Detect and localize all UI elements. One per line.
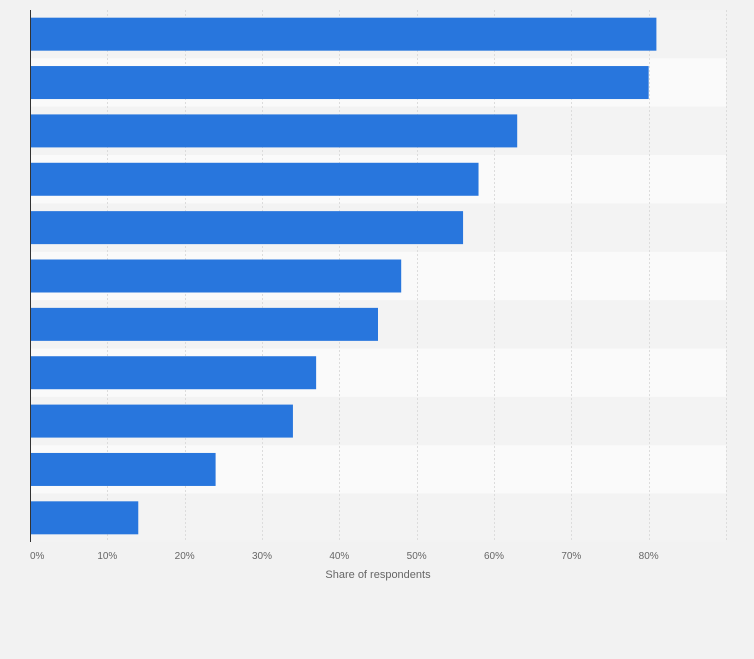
bar-series (30, 17, 657, 535)
x-tick-label: 0% (30, 551, 45, 562)
x-tick-label: 70% (561, 551, 581, 562)
bar[interactable] (30, 307, 378, 341)
x-tick-label: 80% (639, 551, 659, 562)
bar[interactable] (30, 17, 657, 51)
x-tick-label: 50% (407, 551, 427, 562)
bar[interactable] (30, 501, 139, 535)
x-tick-label: 40% (329, 551, 349, 562)
bar[interactable] (30, 404, 293, 438)
x-tick-label: 30% (252, 551, 272, 562)
row-band (30, 493, 726, 542)
bar[interactable] (30, 211, 464, 245)
bar[interactable] (30, 259, 402, 293)
bar[interactable] (30, 452, 216, 486)
x-tick-label: 20% (175, 551, 195, 562)
bar[interactable] (30, 162, 479, 196)
x-axis-title: Share of respondents (325, 569, 431, 581)
bar[interactable] (30, 114, 518, 148)
bar[interactable] (30, 66, 649, 100)
bar[interactable] (30, 356, 317, 390)
x-tick-label: 60% (484, 551, 504, 562)
x-tick-label: 10% (97, 551, 117, 562)
x-axis-ticks: 0% 10% 20% 30% 40% 50% 60% 70% 80% (30, 551, 659, 562)
